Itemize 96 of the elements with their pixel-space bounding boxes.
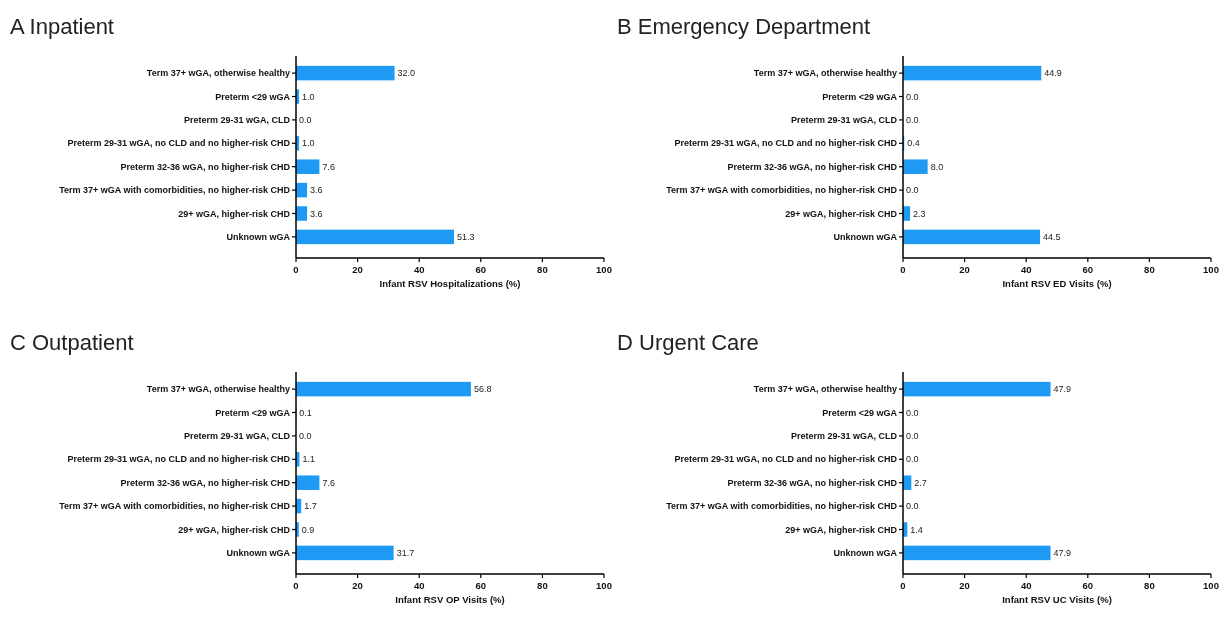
data-label: 0.0 xyxy=(906,431,919,442)
data-label: 1.1 xyxy=(302,454,315,465)
x-tick-label: 0 xyxy=(293,580,299,591)
x-tick-label: 0 xyxy=(293,264,299,275)
x-axis-title: Infant RSV OP Visits (%) xyxy=(395,594,505,605)
data-label: 0.0 xyxy=(906,454,919,465)
y-tick-label: Preterm <29 wGA xyxy=(215,91,291,102)
y-tick-label: Term 37+ wGA with comorbidities, no higher-risk CHD xyxy=(59,501,291,512)
x-axis-title: Infant RSV UC Visits (%) xyxy=(1002,594,1112,605)
y-tick-label: Preterm 29-31 wGA, no CLD and no higher-risk CHD xyxy=(67,138,291,149)
y-tick-label: Term 37+ wGA with comorbidities, no higher-risk CHD xyxy=(59,185,291,196)
x-tick-label: 40 xyxy=(413,580,425,591)
x-axis-title: Infant RSV Hospitalizations (%) xyxy=(379,278,521,289)
y-tick-label: Preterm 29-31 wGA, no CLD and no higher-risk CHD xyxy=(674,138,898,149)
x-tick-label: 80 xyxy=(537,580,548,591)
data-label: 1.0 xyxy=(302,138,315,149)
data-label: 0.0 xyxy=(906,91,919,102)
x-tick-label: 20 xyxy=(959,580,970,591)
x-tick-label: 60 xyxy=(1082,580,1094,591)
data-label: 0.9 xyxy=(301,524,315,535)
y-tick-label: Term 37+ wGA with comorbidities, no higher-risk CHD xyxy=(666,501,898,512)
y-tick-label: Term 37+ wGA, otherwise healthy xyxy=(753,68,897,79)
data-label: 0.0 xyxy=(906,185,919,196)
y-tick-label: Preterm 32-36 wGA, no higher-risk CHD xyxy=(727,161,898,172)
data-label: 0.0 xyxy=(906,501,919,512)
data-label: 1.4 xyxy=(910,524,923,535)
x-tick-label: 80 xyxy=(1144,264,1155,275)
text: A Inpatient xyxy=(10,14,114,39)
x-tick-label: 40 xyxy=(1020,580,1032,591)
y-tick-label: 29+ wGA, higher-risk CHD xyxy=(178,524,291,535)
y-tick-label: Term 37+ wGA, otherwise healthy xyxy=(146,384,290,395)
data-label: 32.0 xyxy=(397,68,416,79)
data-label: 44.5 xyxy=(1043,232,1061,243)
y-tick-label: Preterm 29-31 wGA, CLD xyxy=(790,115,898,126)
y-tick-label: Preterm 29-31 wGA, no CLD and no higher-risk CHD xyxy=(67,454,291,465)
y-tick-label: Unknown wGA xyxy=(833,232,898,243)
y-tick-label: 29+ wGA, higher-risk CHD xyxy=(785,524,898,535)
y-tick-label: 29+ wGA, higher-risk CHD xyxy=(785,208,898,219)
x-tick-label: 60 xyxy=(1082,264,1094,275)
x-tick-label: 40 xyxy=(413,264,425,275)
text: C Outpatient xyxy=(10,330,134,355)
data-label: 56.8 xyxy=(473,384,492,395)
x-tick-label: 0 xyxy=(900,264,906,275)
x-tick-label: 80 xyxy=(537,264,548,275)
x-tick-label: 100 xyxy=(1203,264,1219,275)
data-label: 0.0 xyxy=(299,115,312,126)
y-tick-label: Term 37+ wGA, otherwise healthy xyxy=(753,384,897,395)
y-tick-label: Preterm 32-36 wGA, no higher-risk CHD xyxy=(727,477,898,488)
data-label: 1.7 xyxy=(304,501,317,512)
y-tick-label: Preterm 32-36 wGA, no higher-risk CHD xyxy=(120,477,291,488)
x-tick-label: 20 xyxy=(352,264,363,275)
data-label: 2.3 xyxy=(913,208,926,219)
x-tick-label: 20 xyxy=(959,264,970,275)
data-label: 47.9 xyxy=(1053,384,1072,395)
y-tick-label: Unknown wGA xyxy=(226,232,291,243)
data-label: 8.0 xyxy=(930,161,944,172)
y-tick-label: Preterm 29-31 wGA, CLD xyxy=(183,431,291,442)
data-label: 0.0 xyxy=(299,431,312,442)
data-label: 47.9 xyxy=(1053,548,1072,559)
data-label: 7.6 xyxy=(322,161,335,172)
x-tick-label: 20 xyxy=(352,580,363,591)
data-label: 1.0 xyxy=(302,91,315,102)
y-tick-label: Term 37+ wGA, otherwise healthy xyxy=(146,68,290,79)
data-label: 7.6 xyxy=(322,477,335,488)
y-tick-label: Preterm 29-31 wGA, CLD xyxy=(183,115,291,126)
y-tick-label: Preterm <29 wGA xyxy=(822,407,898,418)
x-tick-label: 100 xyxy=(596,580,612,591)
x-tick-label: 60 xyxy=(475,580,487,591)
data-label: 31.7 xyxy=(396,548,415,559)
y-tick-label: Unknown wGA xyxy=(226,548,291,559)
x-tick-label: 80 xyxy=(1144,580,1155,591)
data-label: 3.6 xyxy=(310,185,323,196)
x-tick-label: 40 xyxy=(1020,264,1032,275)
y-tick-label: Preterm 29-31 wGA, no CLD and no higher-risk CHD xyxy=(674,454,898,465)
x-tick-label: 0 xyxy=(900,580,906,591)
data-label: 51.3 xyxy=(457,232,475,243)
y-tick-label: Preterm <29 wGA xyxy=(822,91,898,102)
data-label: 0.1 xyxy=(299,407,312,418)
y-tick-label: Term 37+ wGA with comorbidities, no higher-risk CHD xyxy=(666,185,898,196)
data-label: 0.0 xyxy=(906,407,919,418)
data-label: 0.4 xyxy=(907,138,920,149)
x-tick-label: 60 xyxy=(475,264,487,275)
y-tick-label: Unknown wGA xyxy=(833,548,898,559)
x-axis-title: Infant RSV ED Visits (%) xyxy=(1002,278,1112,289)
data-label: 44.9 xyxy=(1044,68,1062,79)
y-tick-label: Preterm 29-31 wGA, CLD xyxy=(790,431,898,442)
y-tick-label: Preterm <29 wGA xyxy=(215,407,291,418)
chart-title: B Emergency Department xyxy=(617,14,871,39)
x-tick-label: 100 xyxy=(1203,580,1219,591)
y-tick-label: Preterm 32-36 wGA, no higher-risk CHD xyxy=(120,161,291,172)
data-label: 0.0 xyxy=(906,115,919,126)
text: D Urgent Care xyxy=(617,330,759,355)
x-tick-label: 100 xyxy=(596,264,612,275)
y-tick-label: 29+ wGA, higher-risk CHD xyxy=(178,208,291,219)
data-label: 3.6 xyxy=(310,208,323,219)
data-label: 2.7 xyxy=(914,477,927,488)
